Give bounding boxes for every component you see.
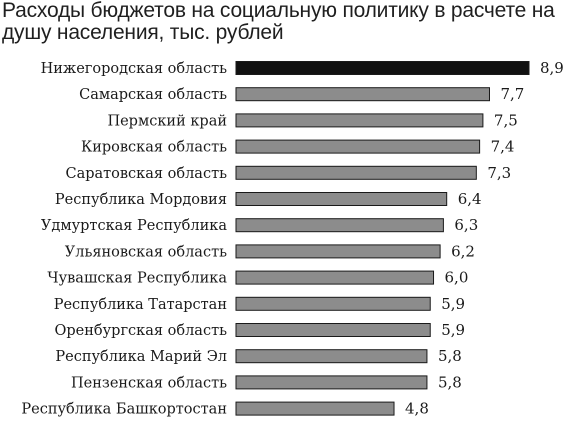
category-labels: Нижегородская область Самарская область Пе… — [21, 61, 227, 418]
value-label: 5,9 — [441, 295, 465, 313]
category-label: Пермский край — [107, 113, 227, 129]
bar — [235, 113, 484, 128]
value-label: 8,9 — [540, 59, 564, 77]
value-label: 7,7 — [500, 85, 524, 103]
bar — [235, 401, 395, 416]
chart-title: Расходы бюджетов на социальную политику … — [2, 0, 555, 44]
category-label: Республика Башкортостан — [21, 402, 227, 418]
value-label: 6,0 — [445, 269, 469, 287]
category-label: Республика Мордовия — [55, 192, 227, 208]
category-label: Ульяновская область — [65, 244, 227, 260]
bar — [235, 139, 481, 154]
value-label: 6,3 — [454, 216, 478, 234]
value-label: 7,5 — [494, 111, 518, 129]
bar — [235, 296, 431, 311]
category-label: Саратовская область — [65, 166, 227, 182]
category-label: Республика Марий Эл — [55, 349, 227, 365]
value-labels: 8,9 7,7 7,5 7,4 7,3 6,4 6,3 6,2 6,0 5,9 5,9 5,8 5,8 4… — [405, 59, 564, 418]
value-label: 7,4 — [491, 138, 515, 156]
bar — [235, 87, 490, 102]
category-label: Оренбургская область — [55, 323, 228, 339]
bar — [235, 192, 448, 206]
value-label: 7,3 — [487, 164, 511, 182]
value-label: 4,8 — [405, 400, 429, 418]
bar — [235, 349, 428, 364]
category-label: Удмуртская Республика — [41, 218, 227, 234]
value-label: 5,8 — [438, 347, 462, 365]
category-label: Нижегородская область — [41, 61, 228, 77]
category-label: Пензенская область — [71, 375, 227, 391]
bar — [235, 244, 441, 259]
bar — [235, 165, 477, 180]
bar — [235, 61, 530, 75]
bar — [235, 218, 444, 233]
value-label: 6,2 — [451, 242, 475, 260]
bar — [235, 375, 428, 390]
bar — [235, 323, 431, 337]
bars — [235, 61, 530, 416]
value-label: 5,9 — [441, 321, 465, 339]
bar — [235, 270, 435, 285]
category-label: Чувашская Республика — [47, 271, 227, 287]
category-label: Самарская область — [79, 87, 227, 103]
category-label: Республика Татарстан — [54, 297, 227, 313]
category-label: Кировская область — [81, 140, 227, 156]
value-label: 5,8 — [438, 373, 462, 391]
value-label: 6,4 — [458, 190, 482, 208]
